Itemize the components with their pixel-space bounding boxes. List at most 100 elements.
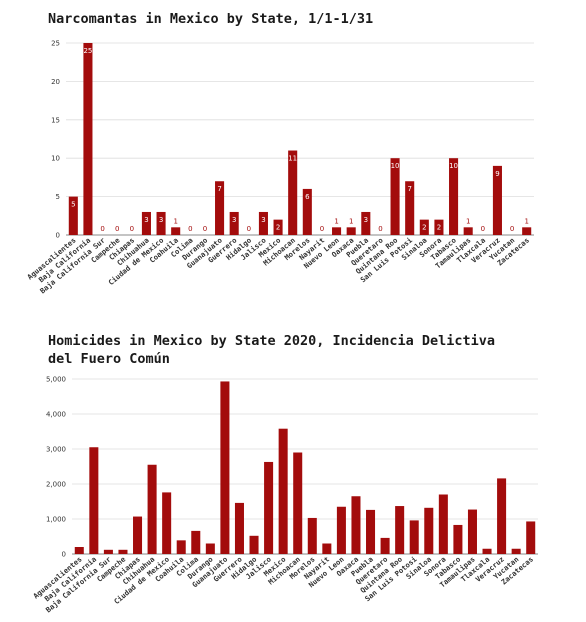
data-label: 0 [188,225,192,233]
bar-oaxaca [351,496,361,554]
bar-nuevo-leon [332,227,342,235]
data-label: 2 [437,224,441,232]
bar-durango [205,543,215,554]
bar-morelos [302,188,312,235]
bar-guerrero [229,211,239,235]
data-label: 7 [407,185,411,193]
data-label: 1 [349,217,353,225]
bar-tlaxcala [482,548,492,554]
bar-san-luis-potosi [409,520,419,554]
bar-quintana-roo [395,506,405,554]
y-tick-label: 2,000 [46,481,66,489]
bar-baja-california [89,447,99,554]
data-label: 3 [364,216,368,224]
bar-ciudad-de-mexico [162,492,172,554]
data-label: 0 [203,225,207,233]
data-label: 1 [173,217,177,225]
data-label: 3 [144,216,148,224]
bar-nuevo-leon [336,506,346,554]
bar-chihuahua [147,464,157,554]
bar-veracruz [497,478,507,554]
bar-jalisco [264,461,274,554]
bar-nayarit [322,543,332,554]
data-label: 9 [495,170,499,178]
data-label: 0 [481,225,485,233]
bar-veracruz [492,165,502,235]
bar-mexico [278,428,288,554]
bar-tabasco [449,158,459,235]
data-label: 1 [334,217,338,225]
bar-chihuahua [141,211,151,235]
bar-oaxaca [346,227,356,235]
bar-tabasco [453,524,463,554]
data-label: 0 [320,225,324,233]
y-tick-label: 3,000 [46,446,66,454]
bar-baja-california-sur [103,549,113,554]
data-label: 10 [449,162,458,170]
chart-title-narcomantas: Narcomantas in Mexico by State, 1/1-1/31 [48,11,374,27]
data-label: 10 [391,162,400,170]
bar-hidalgo [249,535,259,554]
y-tick-label: 5,000 [46,376,66,384]
bar-guanajuato [215,181,225,235]
bar-san-luis-potosi [405,181,415,235]
y-tick-label: 5 [56,193,60,201]
data-label: 6 [305,193,310,201]
bar-tamaulipas [463,227,473,235]
bar-jalisco [258,211,268,235]
bar-colima [191,530,201,554]
y-tick-label: 25 [51,40,60,48]
data-label: 0 [100,225,104,233]
data-label: 7 [217,185,221,193]
bar-aguascalientes [68,196,78,235]
data-label: 0 [378,225,382,233]
data-label: 25 [83,47,92,55]
homicides-bar-chart: 01,0002,0003,0004,0005,000Aguascalientes… [31,376,538,614]
data-label: 1 [466,217,470,225]
data-label: 1 [524,217,528,225]
bar-coahuila [176,540,186,554]
bar-campeche [118,549,128,554]
bar-sonora [434,219,444,235]
bar-puebla [366,509,376,554]
data-label: 3 [159,216,163,224]
bar-guerrero [234,502,244,554]
y-tick-label: 4,000 [46,411,66,419]
bar-mexico [273,219,283,235]
y-tick-label: 0 [56,232,60,240]
y-tick-label: 1,000 [46,516,66,524]
data-label: 0 [130,225,134,233]
bar-coahuila [171,227,181,235]
bar-queretaro [380,537,390,554]
bar-zacatecas [522,227,532,235]
data-label: 0 [247,225,251,233]
bar-sonora [438,494,448,554]
bar-michoacan [288,150,298,235]
data-label: 2 [422,224,426,232]
bar-tamaulipas [467,509,477,554]
bar-quintana-roo [390,158,400,235]
bar-sinaloa [419,219,429,235]
data-label: 3 [232,216,236,224]
bar-sinaloa [424,507,434,554]
data-label: 0 [115,225,119,233]
data-label: 11 [288,155,297,163]
y-tick-label: 20 [51,78,60,86]
y-tick-label: 10 [51,155,60,163]
bar-ciudad-de-mexico [156,211,166,235]
bar-puebla [361,211,371,235]
data-label: 3 [261,216,265,224]
bar-michoacan [293,452,303,554]
data-label: 5 [71,201,75,209]
bar-yucatan [511,548,521,554]
bar-chiapas [133,516,143,554]
y-tick-label: 0 [62,551,66,559]
y-tick-label: 15 [51,116,60,124]
chart-title-homicides: Homicides in Mexico by State 2020, Incid… [48,333,496,367]
bar-guanajuato [220,381,230,554]
data-label: 0 [510,225,514,233]
bar-zacatecas [526,521,536,554]
bar-baja-california [83,43,93,235]
bar-aguascalientes [74,547,84,554]
